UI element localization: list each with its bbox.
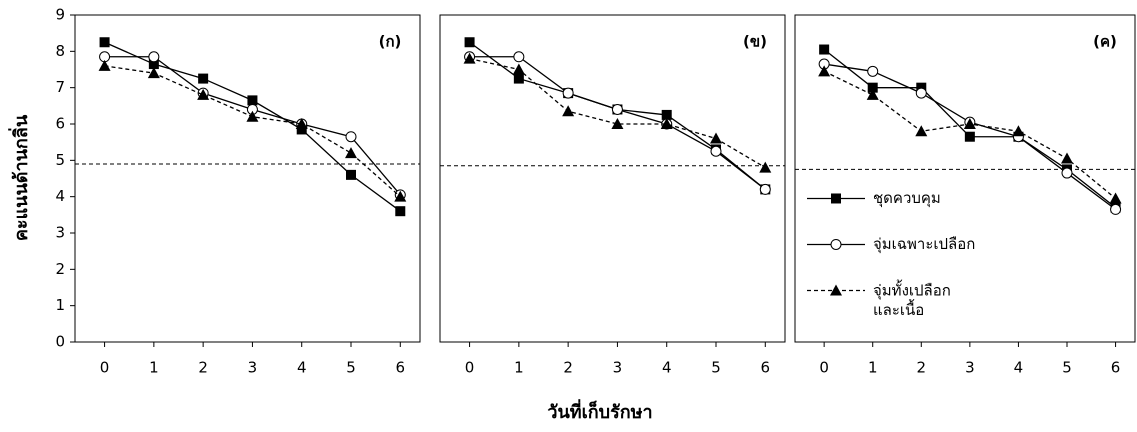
x-tick-label: 1: [514, 359, 524, 377]
x-tick-label: 1: [868, 359, 878, 377]
x-tick-label: 4: [662, 359, 672, 377]
data-point: [346, 170, 356, 180]
chart: วันที่เก็บรักษา คะแนนด้านกลิ่น (ก) 0 1 2 3 4 5…: [0, 0, 1137, 432]
data-point: [198, 74, 208, 84]
y-tick-label: 4: [55, 187, 65, 205]
x-tick-label: 4: [1014, 359, 1024, 377]
x-tick-label: 6: [396, 359, 406, 377]
x-tick-label: 3: [248, 359, 258, 377]
data-point: [514, 52, 524, 62]
data-point: [465, 37, 475, 47]
data-point: [1110, 192, 1122, 203]
data-point: [819, 45, 829, 55]
data-point: [149, 52, 159, 62]
data-point: [1061, 153, 1073, 164]
data-point: [395, 206, 405, 216]
data-point: [562, 105, 574, 116]
data-point: [1062, 168, 1072, 178]
data-point: [965, 132, 975, 142]
series-line: [470, 42, 766, 189]
x-tick-label: 2: [563, 359, 573, 377]
y-tick-label: 5: [55, 151, 65, 169]
x-tick-label: 3: [613, 359, 623, 377]
x-axis-label: วันที่เก็บรักษา: [547, 399, 652, 423]
panel-label: (ค): [1093, 33, 1117, 51]
data-point: [612, 104, 622, 114]
x-tick-label: 2: [198, 359, 208, 377]
x-tick-label: 0: [819, 359, 829, 377]
legend-label: ชุดควบคุม: [873, 189, 941, 208]
legend-label: จุ่มเฉพาะเปลือก: [873, 235, 975, 254]
x-tick-label: 5: [346, 359, 356, 377]
y-tick-label: 9: [55, 6, 65, 24]
y-tick-label: 3: [55, 224, 65, 242]
data-point: [760, 184, 770, 194]
x-tick-label: 0: [465, 359, 475, 377]
y-tick-label: 1: [55, 296, 65, 314]
x-tick-label: 5: [711, 359, 721, 377]
x-tick-label: 5: [1062, 359, 1072, 377]
data-point: [99, 60, 111, 71]
data-point: [513, 64, 525, 75]
x-tick-label: 6: [761, 359, 771, 377]
x-tick-label: 1: [149, 359, 159, 377]
data-point: [1012, 125, 1024, 136]
legend-marker: [831, 193, 841, 203]
y-tick-label: 2: [55, 260, 65, 278]
data-point: [916, 88, 926, 98]
x-tick-label: 3: [965, 359, 975, 377]
y-axis-label: คะแนนด้านกลิ่น: [8, 114, 32, 241]
plot-frame: [795, 15, 1135, 342]
x-tick-label: 2: [917, 359, 927, 377]
panel-label: (ก): [379, 33, 402, 51]
data-point: [345, 147, 357, 158]
legend-marker: [831, 239, 841, 249]
data-point: [868, 66, 878, 76]
data-point: [711, 146, 721, 156]
y-tick-label: 6: [55, 115, 65, 133]
data-point: [1111, 204, 1121, 214]
x-tick-label: 6: [1111, 359, 1121, 377]
x-tick-label: 4: [297, 359, 307, 377]
data-point: [915, 125, 927, 136]
data-point: [247, 95, 257, 105]
data-point: [563, 88, 573, 98]
data-point: [346, 132, 356, 142]
y-tick-label: 7: [55, 78, 65, 96]
y-tick-label: 0: [55, 333, 65, 351]
data-point: [514, 74, 524, 84]
panel-label: (ข): [743, 33, 767, 51]
y-tick-label: 8: [55, 42, 65, 60]
legend-label: จุ่มทั้งเปลือกและเนื้อ: [873, 279, 951, 319]
data-point: [710, 133, 722, 144]
data-point: [759, 162, 771, 173]
data-point: [100, 37, 110, 47]
x-tick-label: 0: [100, 359, 110, 377]
plot-frame: [75, 15, 420, 342]
